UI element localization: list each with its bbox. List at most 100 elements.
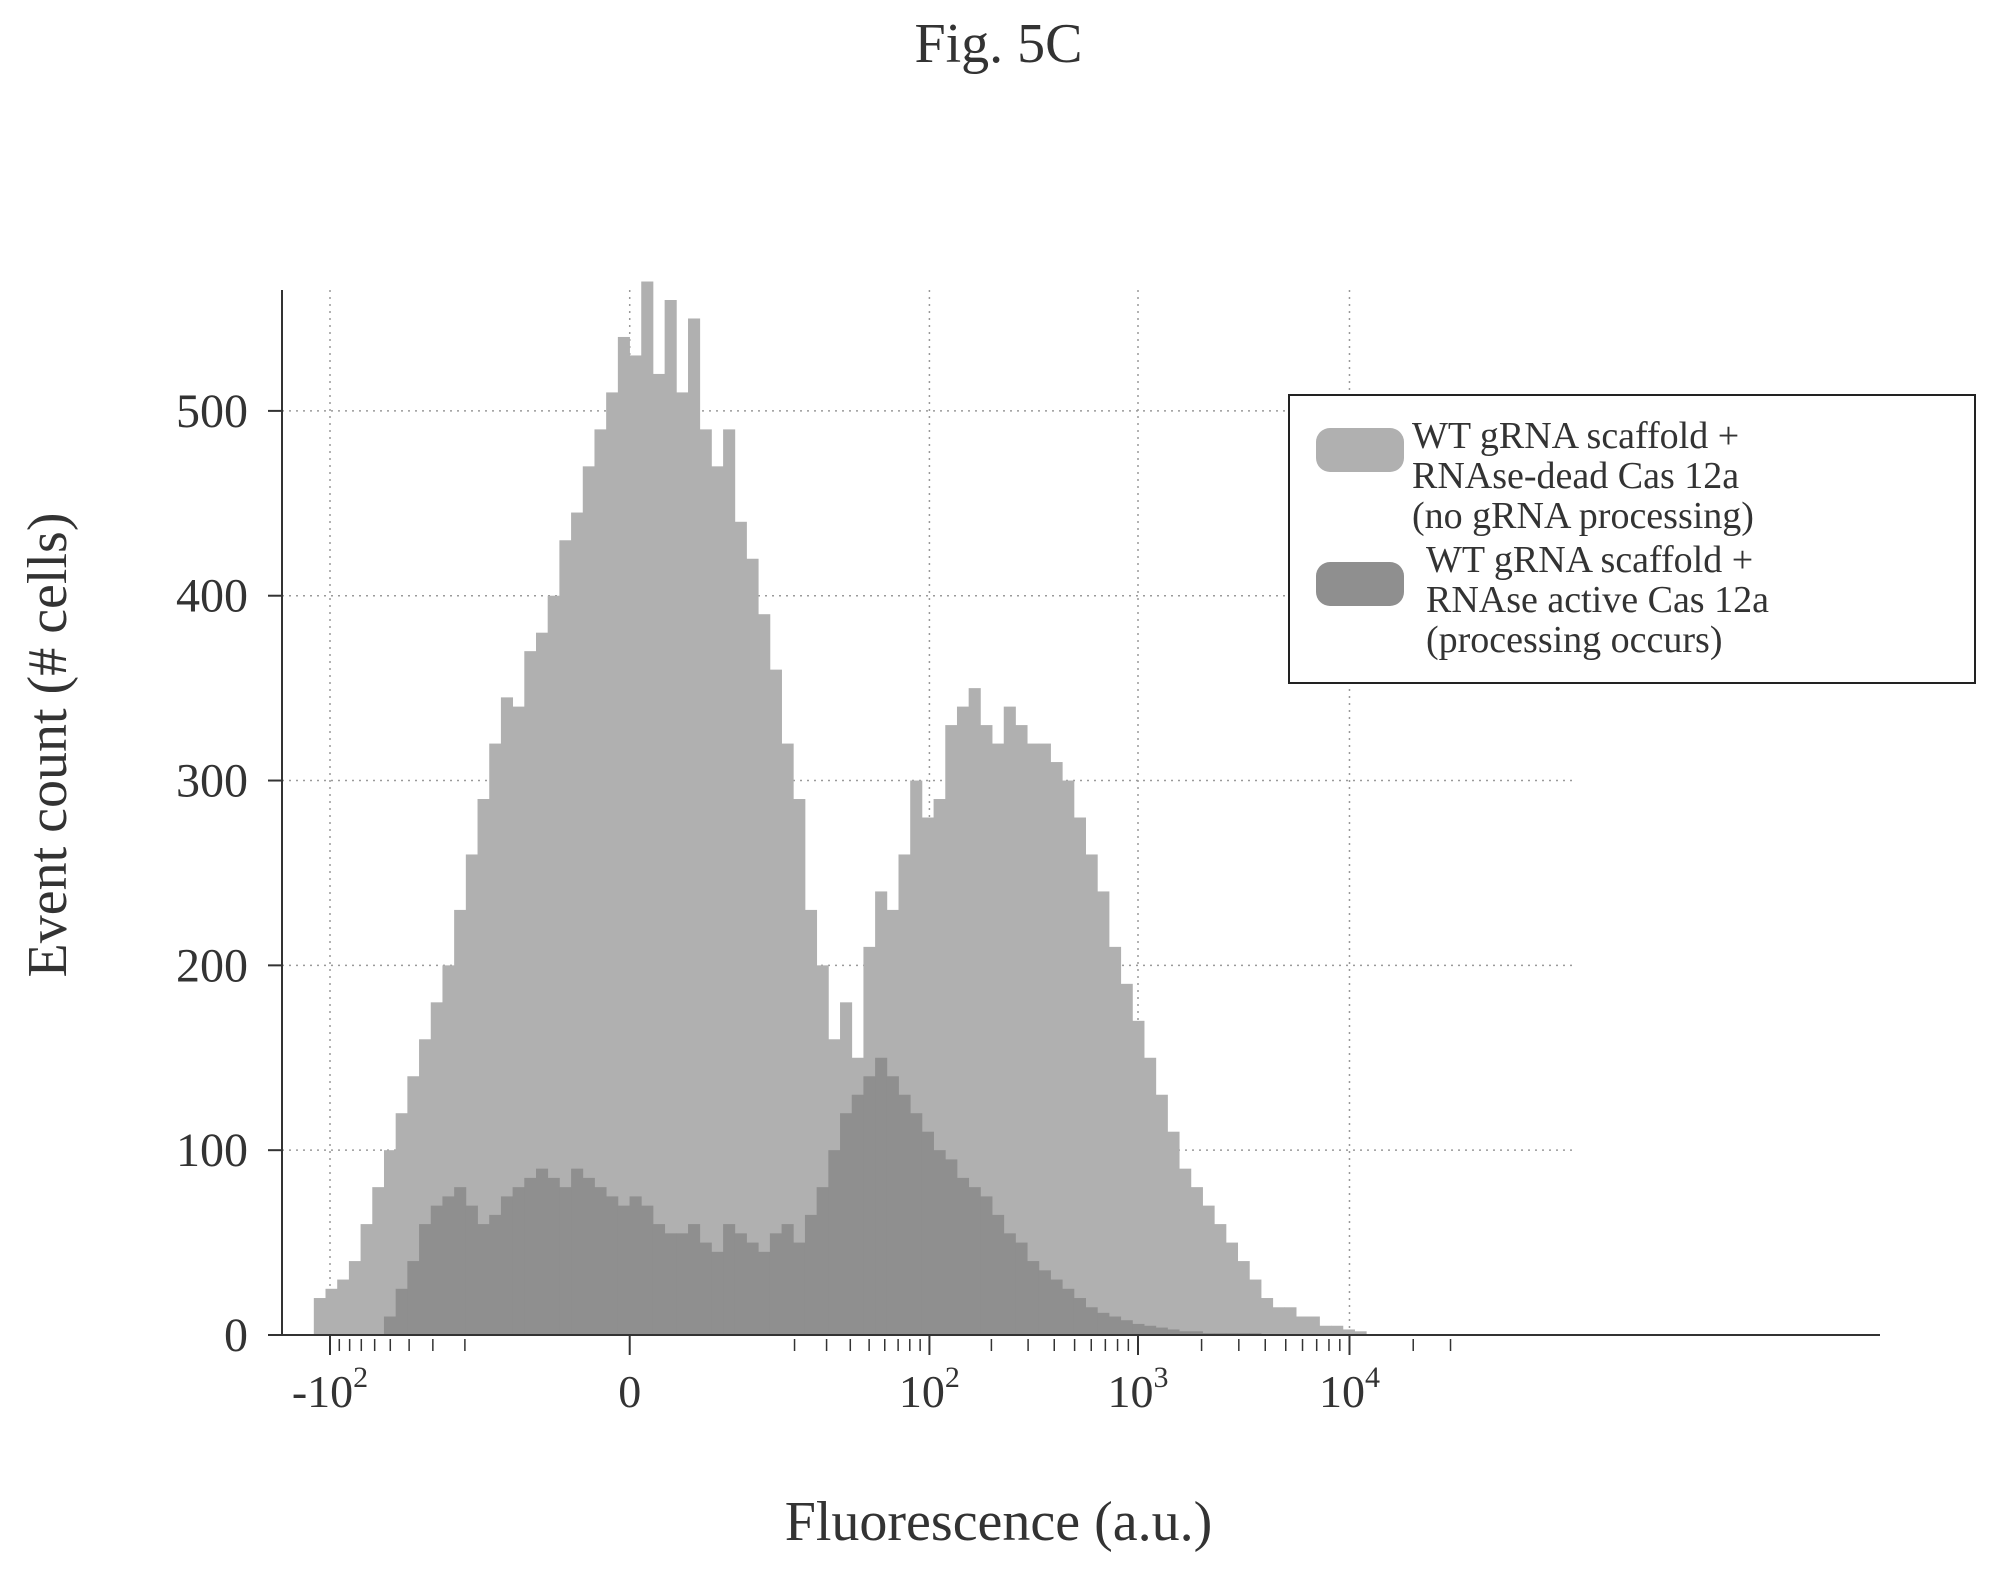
- histogram-bar: [1261, 1298, 1274, 1335]
- legend-text-line: (processing occurs): [1426, 619, 1723, 661]
- histogram-bar: [1097, 1312, 1110, 1335]
- histogram-bar: [1038, 1270, 1051, 1335]
- histogram-bar: [594, 429, 607, 1335]
- x-tick-label: 102: [899, 1361, 960, 1417]
- x-tick-label: 104: [1319, 1361, 1380, 1417]
- x-tick-label-base: 10: [1319, 1366, 1365, 1417]
- histogram-bar: [652, 373, 666, 1335]
- histogram-bar: [723, 1224, 736, 1335]
- y-tick-label: 100: [176, 1124, 248, 1177]
- histogram-bar: [980, 1196, 993, 1335]
- histogram-bar: [606, 392, 619, 1335]
- histogram-bar: [992, 743, 1005, 1335]
- histogram-bar: [372, 1187, 385, 1335]
- x-tick-label-exponent: 2: [945, 1361, 960, 1394]
- histogram-bar: [1073, 817, 1087, 1335]
- histogram-bar: [1027, 743, 1040, 1335]
- histogram-bar: [945, 1159, 958, 1335]
- histogram-bar: [1144, 1057, 1157, 1335]
- histogram-bar: [641, 1205, 654, 1335]
- histogram-bar: [1108, 946, 1122, 1335]
- histogram-bar: [1214, 1224, 1227, 1335]
- histogram-bar: [1073, 1298, 1087, 1335]
- x-tick-label: 103: [1108, 1361, 1169, 1417]
- y-axis-label: Event count (# cells): [17, 512, 79, 978]
- histogram-bar: [676, 392, 689, 1335]
- histogram-bar: [442, 1196, 455, 1335]
- histogram-bar: [383, 1316, 397, 1335]
- histogram-bar: [524, 651, 537, 1335]
- figure-title: Fig. 5C: [914, 13, 1083, 75]
- histogram-bar: [1085, 854, 1098, 1335]
- histogram-bar: [547, 595, 560, 1335]
- histogram-bar: [875, 1057, 888, 1335]
- x-tick-label: -102: [292, 1361, 368, 1417]
- histogram-bar: [1167, 1329, 1180, 1335]
- histogram-bar: [746, 1242, 759, 1335]
- histogram-bar: [594, 1187, 607, 1335]
- histogram-bar: [746, 558, 759, 1335]
- histogram-bar: [1015, 725, 1028, 1335]
- histogram-bar: [816, 1187, 829, 1335]
- legend-text-line: WT gRNA scaffold +: [1412, 415, 1740, 457]
- histogram-bar: [535, 632, 549, 1335]
- histogram-bar: [1062, 1288, 1075, 1335]
- histogram-bar: [1085, 1307, 1098, 1335]
- histogram-bar: [395, 1288, 408, 1335]
- histogram-bar: [641, 281, 654, 1336]
- histogram-bar: [348, 1261, 361, 1335]
- histogram-bar: [512, 1187, 525, 1335]
- histogram-bar: [676, 1233, 689, 1335]
- histogram-bar: [804, 1214, 818, 1335]
- histogram-bar: [699, 429, 712, 1335]
- histogram-bar: [454, 1187, 467, 1335]
- histogram-bar: [419, 1224, 432, 1335]
- x-tick-label-base: 10: [1108, 1366, 1154, 1417]
- histogram-bar: [992, 1214, 1005, 1335]
- histogram-bar: [1179, 1168, 1192, 1335]
- series-rnase-active-bars: [383, 1057, 1262, 1335]
- histogram-bar: [699, 1242, 712, 1335]
- histogram-bar: [1003, 706, 1016, 1335]
- histogram-bar: [571, 1168, 584, 1335]
- histogram-bar: [828, 1150, 841, 1335]
- legend-text-line: RNAse-dead Cas 12a: [1412, 455, 1740, 497]
- legend-text-line: WT gRNA scaffold +: [1426, 539, 1754, 581]
- histogram-bar: [1132, 1020, 1145, 1335]
- histogram-bar: [465, 1205, 478, 1335]
- histogram-bar: [781, 743, 794, 1335]
- histogram-bar: [512, 706, 525, 1335]
- histogram-bar: [1050, 762, 1063, 1335]
- histogram-bar: [500, 697, 514, 1335]
- histogram-bar: [1272, 1307, 1285, 1335]
- histogram-bar: [477, 799, 490, 1335]
- histogram-bar: [1108, 1316, 1122, 1335]
- histogram-bar: [383, 1150, 397, 1335]
- histogram-bar: [758, 614, 771, 1335]
- histogram-bar: [781, 1224, 794, 1335]
- histogram-bar: [1132, 1323, 1145, 1335]
- histogram-bar: [360, 1224, 373, 1335]
- histogram-bar: [793, 799, 806, 1335]
- histogram-bar: [559, 540, 572, 1335]
- histogram-bar: [582, 466, 595, 1335]
- histogram-bar: [933, 1150, 946, 1335]
- histogram-bar: [734, 1233, 747, 1335]
- histogram-bar: [1120, 983, 1133, 1335]
- histogram-bar: [921, 1131, 934, 1335]
- histogram-bar: [664, 300, 677, 1335]
- histogram-bar: [524, 1177, 537, 1335]
- histogram-bar: [617, 336, 630, 1335]
- histogram-bar: [1038, 743, 1051, 1335]
- histogram-bar: [711, 466, 724, 1335]
- histogram-bar: [1155, 1094, 1168, 1335]
- histogram-bar: [430, 1205, 443, 1335]
- histogram-bar: [629, 355, 642, 1336]
- histogram-bar: [1331, 1325, 1344, 1335]
- histogram-bar: [1202, 1205, 1215, 1335]
- histogram-bar: [1190, 1187, 1203, 1335]
- histogram-bar: [688, 318, 701, 1335]
- histogram-bar: [863, 1076, 876, 1335]
- histogram-bar: [325, 1288, 338, 1335]
